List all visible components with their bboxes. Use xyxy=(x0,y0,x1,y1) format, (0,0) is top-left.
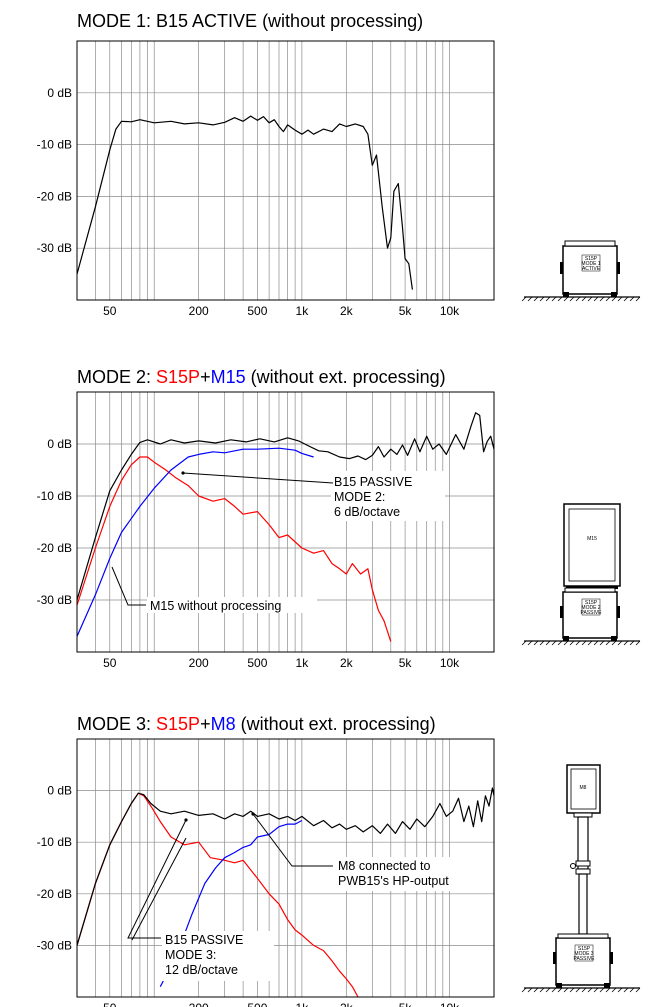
y-tick-label: 0 dB xyxy=(47,86,72,100)
chart-mode-3: MODE 3: S15P+M8 (without ext. processing… xyxy=(37,714,495,1007)
y-tick-label: -10 dB xyxy=(37,489,72,503)
speaker-illustration-mode-3: M8 S15P MODE 3 PASSIVE xyxy=(521,764,641,993)
annotation-line: 6 dB/octave xyxy=(334,505,400,519)
x-tick-label: 2k xyxy=(340,656,354,670)
chart-title-mode-3: MODE 3: S15P+M8 (without ext. processing… xyxy=(77,714,436,734)
annotation-line: MODE 2: xyxy=(334,490,385,504)
chart-mode-2: MODE 2: S15P+M15 (without ext. processin… xyxy=(37,367,495,670)
x-tick-label: 5k xyxy=(399,304,413,318)
y-tick-label: -10 dB xyxy=(37,138,72,152)
cabinet-type-label: ACTIVE xyxy=(582,266,601,272)
speaker-pole xyxy=(570,812,593,935)
annotation-m15-without-processing: M15 without processing xyxy=(111,566,317,613)
cabinet-model-label: S15P xyxy=(585,256,598,262)
x-tick-label: 500 xyxy=(247,656,267,670)
grid-mode-1 xyxy=(77,41,494,300)
cabinet-mode-label: MODE 2 xyxy=(581,605,600,611)
curves-mode-3 xyxy=(77,787,494,997)
y-tick-label: -30 dB xyxy=(37,593,72,607)
x-tick-label: 1k xyxy=(296,656,310,670)
x-tick-label: 500 xyxy=(247,304,267,318)
floor-line xyxy=(521,296,641,302)
y-tick-label: -10 dB xyxy=(37,835,72,849)
x-tick-label: 5k xyxy=(399,656,413,670)
x-tick-label: 200 xyxy=(189,656,209,670)
plot-frame-mode-1 xyxy=(76,40,495,301)
annotation-line: B15 PASSIVE xyxy=(165,933,243,947)
annotation-line: M15 without processing xyxy=(150,599,281,613)
y-ticks-mode-2: 0 dB -10 dB -20 dB -30 dB xyxy=(37,437,72,607)
annotation-b15-passive-mode-3: B15 PASSIVE MODE 3: 12 dB/octave xyxy=(127,818,274,981)
floor-line xyxy=(521,640,641,646)
x-tick-label: 50 xyxy=(103,1001,117,1007)
x-tick-label: 2k xyxy=(340,1001,354,1007)
cabinet-model-label: S15P xyxy=(578,946,591,952)
x-ticks-mode-3: 50 200 500 1k 2k 5k 10k xyxy=(103,1001,460,1007)
top-speaker-cabinet: M15 xyxy=(563,503,621,589)
y-tick-label: 0 dB xyxy=(47,437,72,451)
curves-mode-1 xyxy=(77,115,413,290)
x-tick-label: 200 xyxy=(189,1001,209,1007)
red-curve xyxy=(77,456,392,642)
speaker-illustration-mode-1: S15P MODE 1 ACTIVE xyxy=(521,240,641,302)
y-tick-label: 0 dB xyxy=(47,784,72,798)
chart-title-mode-1: MODE 1: B15 ACTIVE (without processing) xyxy=(77,11,423,31)
x-tick-label: 1k xyxy=(296,304,310,318)
x-tick-label: 10k xyxy=(440,1001,460,1007)
x-tick-label: 10k xyxy=(440,304,460,318)
cabinet-mode-label: MODE 1 xyxy=(581,261,600,267)
cabinet-mode-label: MODE 3 xyxy=(574,951,593,957)
plot-frame-mode-3 xyxy=(76,738,495,998)
x-tick-label: 2k xyxy=(340,304,354,318)
plot-frame-mode-2 xyxy=(76,391,495,653)
x-tick-label: 500 xyxy=(247,1001,267,1007)
x-tick-label: 5k xyxy=(399,1001,413,1007)
x-ticks-mode-1: 50 200 500 1k 2k 5k 10k xyxy=(103,304,460,318)
black-curve xyxy=(77,787,494,946)
annotation-line: 12 dB/octave xyxy=(165,963,238,977)
cabinet-type-label: PASSIVE xyxy=(580,610,602,616)
y-ticks-mode-3: 0 dB -10 dB -20 dB -30 dB xyxy=(37,784,72,953)
x-tick-label: 10k xyxy=(440,656,460,670)
annotation-b15-passive-mode-2: B15 PASSIVE MODE 2: 6 dB/octave xyxy=(181,471,445,521)
blue-curve xyxy=(159,819,303,987)
y-tick-label: -20 dB xyxy=(37,189,72,203)
cabinet-type-label: PASSIVE xyxy=(573,956,595,962)
chart-title-mode-2: MODE 2: S15P+M15 (without ext. processin… xyxy=(77,367,446,387)
top-speaker-cabinet: M8 xyxy=(566,764,601,814)
y-tick-label: -20 dB xyxy=(37,887,72,901)
y-tick-label: -20 dB xyxy=(37,541,72,555)
annotation-line: M8 connected to xyxy=(338,859,430,873)
x-tick-label: 1k xyxy=(296,1001,310,1007)
curves-mode-2 xyxy=(77,412,494,642)
blue-curve xyxy=(77,447,314,637)
subwoofer-cabinet: S15P MODE 1 ACTIVE xyxy=(560,240,620,297)
annotation-line: B15 PASSIVE xyxy=(334,475,412,489)
annotation-m8-connected: M8 connected to PWB15's HP-output xyxy=(251,812,475,891)
cabinet-model-label: M15 xyxy=(587,536,597,542)
x-tick-label: 50 xyxy=(103,656,117,670)
black-curve xyxy=(77,115,413,290)
cabinet-model-label: S15P xyxy=(585,600,598,606)
annotation-line: PWB15's HP-output xyxy=(338,874,449,888)
subwoofer-cabinet: S15P MODE 3 PASSIVE xyxy=(553,933,613,988)
chart-mode-1: MODE 1: B15 ACTIVE (without processing) … xyxy=(37,11,495,318)
annotation-line: MODE 3: xyxy=(165,948,216,962)
floor-line xyxy=(521,987,641,993)
subwoofer-cabinet: S15P MODE 2 PASSIVE xyxy=(560,587,620,641)
x-ticks-mode-2: 50 200 500 1k 2k 5k 10k xyxy=(103,656,460,670)
y-tick-label: -30 dB xyxy=(37,241,72,255)
cabinet-model-label: M8 xyxy=(580,785,587,791)
x-tick-label: 200 xyxy=(189,304,209,318)
speaker-illustration-mode-2: M15 S15P MODE 2 PASSIVE xyxy=(521,503,641,646)
y-tick-label: -30 dB xyxy=(37,938,72,952)
x-tick-label: 50 xyxy=(103,304,117,318)
black-curve xyxy=(77,412,494,601)
y-ticks-mode-1: 0 dB -10 dB -20 dB -30 dB xyxy=(37,86,72,255)
